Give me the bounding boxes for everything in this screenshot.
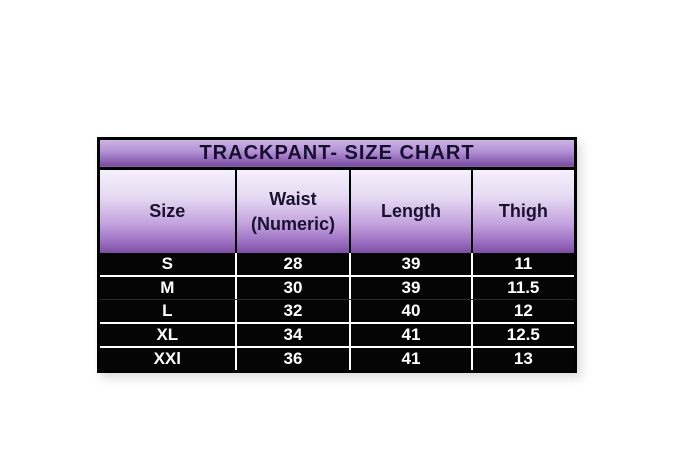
cell-size: XXl bbox=[153, 349, 181, 368]
table-row-l: L 32 40 12 bbox=[100, 299, 574, 322]
cell-waist: 30 bbox=[234, 277, 350, 299]
cell-waist: 32 bbox=[234, 300, 350, 322]
column-header-size: Size bbox=[149, 201, 186, 222]
column-header-thigh: Thigh bbox=[470, 170, 574, 253]
size-chart-title: TRACKPANT- SIZE CHART bbox=[100, 140, 574, 170]
cell-length: 40 bbox=[349, 300, 470, 322]
cell-length: 41 bbox=[349, 348, 470, 370]
size-chart-header-row: Size Waist (Numeric) Length Thigh bbox=[100, 170, 574, 253]
column-header-waist-line2: (Numeric) bbox=[250, 213, 335, 234]
cell-thigh: 13 bbox=[470, 348, 574, 370]
size-chart-table: TRACKPANT- SIZE CHART Size Waist (Numeri… bbox=[97, 137, 577, 373]
cell-thigh: 11.5 bbox=[470, 277, 574, 299]
table-row-s: S 28 39 11 bbox=[100, 253, 574, 275]
column-header-waist-line1: Waist bbox=[269, 189, 317, 210]
cell-thigh: 11 bbox=[470, 253, 574, 275]
cell-size: S bbox=[161, 254, 173, 273]
column-header-waist: Waist (Numeric) bbox=[234, 170, 350, 253]
size-chart-body: S 28 39 11 M 30 39 11.5 L 32 40 12 XL 34… bbox=[100, 253, 574, 370]
cell-waist: 36 bbox=[234, 348, 350, 370]
cell-length: 39 bbox=[349, 277, 470, 299]
cell-length: 41 bbox=[349, 324, 470, 346]
column-header-length: Length bbox=[349, 170, 470, 253]
table-row-m: M 30 39 11.5 bbox=[100, 275, 574, 299]
table-row-xl: XL 34 41 12.5 bbox=[100, 322, 574, 346]
table-row-xxl: XXl 36 41 13 bbox=[100, 346, 574, 370]
cell-thigh: 12.5 bbox=[470, 324, 574, 346]
cell-waist: 28 bbox=[234, 253, 350, 275]
cell-size: XL bbox=[156, 325, 179, 344]
cell-waist: 34 bbox=[234, 324, 350, 346]
cell-thigh: 12 bbox=[470, 300, 574, 322]
cell-size: M bbox=[160, 278, 175, 297]
cell-size: L bbox=[162, 301, 173, 320]
cell-length: 39 bbox=[349, 253, 470, 275]
